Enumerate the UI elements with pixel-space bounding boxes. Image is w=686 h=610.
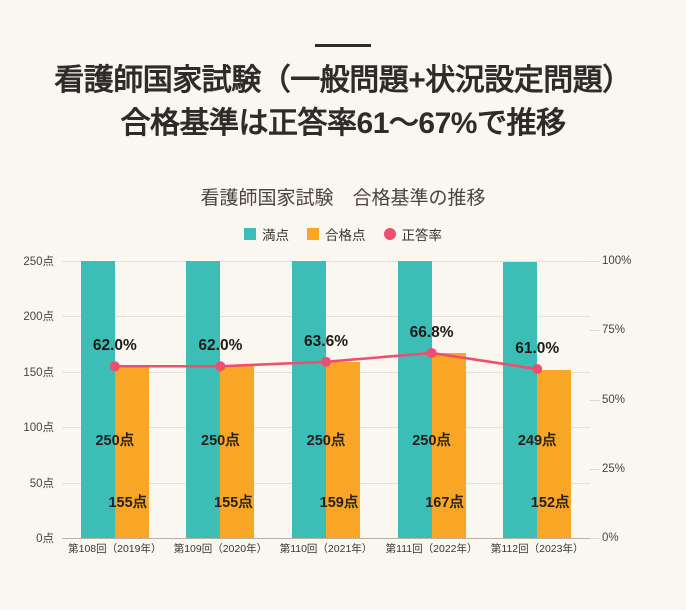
bar-groups [62, 261, 590, 538]
legend-item-manten: 満点 [244, 224, 289, 244]
bar-manten[interactable] [80, 261, 115, 538]
x-axis-label: 第109回（2020年） [173, 543, 268, 555]
x-axis-labels: 第108回（2019年） 第109回（2020年） 第110回（2021年） 第111… [62, 541, 590, 561]
chart-legend: 満点 合格点 正答率 [0, 224, 686, 244]
bar-manten[interactable] [186, 261, 221, 538]
y-tick-right-mark [590, 330, 600, 332]
gridline [62, 261, 590, 262]
y-tick-right: 25% [602, 462, 626, 475]
bar-gokakuten[interactable] [114, 366, 149, 538]
legend-label-manten: 満点 [262, 228, 289, 243]
x-axis-label: 第112回（2023年） [490, 543, 584, 555]
y-tick-left: 100点 [23, 422, 54, 435]
title-divider [315, 44, 371, 47]
bar-manten[interactable] [503, 262, 538, 538]
rate-line-series [109, 347, 543, 375]
x-axis-label: 第111回（2022年） [385, 543, 478, 555]
rate-point[interactable] [321, 356, 331, 367]
bar-label-gokakuten: 155点 [214, 495, 253, 512]
y-tick-right-mark [590, 261, 600, 262]
plot-area: 250点 155点 62.0% 250点 155点 62.0% 250点 159点 63.6% 2… [62, 261, 590, 539]
bar-label-gokakuten: 155点 [108, 495, 148, 512]
bar-label-manten: 250点 [306, 433, 346, 450]
legend-swatch-seitouritsu [383, 228, 396, 240]
gridline [62, 316, 590, 318]
legend-item-gokakuten: 合格点 [307, 224, 366, 244]
y-tick-left: 0点 [36, 533, 54, 545]
legend-item-seitouritsu: 正答率 [383, 224, 443, 244]
x-axis-label: 第108回（2019年） [68, 543, 162, 555]
legend-label-seitouritsu: 正答率 [401, 228, 443, 243]
y-tick-right: 100% [602, 255, 632, 267]
y-tick-right-mark [590, 468, 600, 470]
bar-gokakuten[interactable] [537, 369, 572, 538]
rate-point[interactable] [426, 347, 437, 358]
y-tick-left: 50点 [29, 477, 54, 490]
bar-manten[interactable] [292, 261, 326, 538]
page-title-line-1: 看護師国家試験（一般問題+状況設定問題） [54, 64, 632, 97]
bar-label-manten: 250点 [412, 433, 451, 450]
bar-label-manten: 249点 [517, 433, 557, 450]
bar-gokakuten[interactable] [220, 366, 255, 538]
legend-swatch-manten [244, 228, 256, 240]
bar-gokakuten[interactable] [431, 352, 466, 538]
y-tick-right-mark [590, 538, 600, 539]
bar-label-gokakuten: 152点 [530, 495, 570, 512]
y-tick-right: 75% [602, 324, 626, 337]
bar-gokakuten[interactable] [326, 361, 360, 538]
legend-swatch-gokakuten [307, 228, 319, 240]
bar-manten[interactable] [397, 261, 432, 538]
y-tick-left: 200点 [23, 311, 54, 324]
bar-label-manten: 250点 [95, 433, 135, 450]
bar-label-gokakuten: 167点 [425, 495, 464, 512]
rate-point[interactable] [109, 361, 120, 372]
gridline [62, 538, 590, 539]
rate-point[interactable] [215, 361, 226, 372]
rate-label: 61.0% [515, 340, 560, 358]
rate-label: 63.6% [304, 332, 348, 350]
page-title-line-2: 合格基準は正答率61〜67%で推移 [120, 106, 566, 140]
y-tick-right: 0% [602, 532, 619, 544]
y-tick-right: 50% [602, 393, 626, 406]
rate-point[interactable] [532, 364, 543, 375]
rate-label: 62.0% [92, 337, 137, 355]
y-tick-left: 150点 [23, 366, 54, 379]
rate-label: 62.0% [198, 337, 243, 355]
y-tick-left: 250点 [23, 256, 54, 268]
rate-label: 66.8% [409, 323, 454, 341]
legend-label-gokakuten: 合格点 [325, 228, 366, 243]
x-axis-label: 第110回（2021年） [279, 543, 373, 555]
chart-subtitle: 看護師国家試験 合格基準の推移 [200, 188, 486, 209]
page-title: 看護師国家試験（一般問題+状況設定問題） 合格基準は正答率61〜67%で推移 [0, 60, 686, 145]
y-tick-right-mark [590, 399, 600, 401]
bar-label-manten: 250点 [201, 433, 240, 450]
bar-label-gokakuten: 159点 [319, 495, 359, 512]
